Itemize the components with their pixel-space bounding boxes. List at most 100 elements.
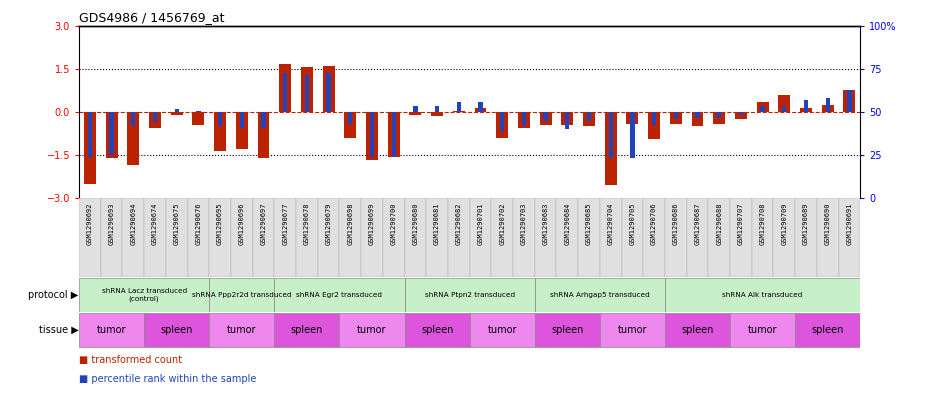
Bar xyxy=(670,112,682,123)
FancyBboxPatch shape xyxy=(556,198,578,277)
Text: GSM1290696: GSM1290696 xyxy=(239,202,245,245)
Text: GSM1290692: GSM1290692 xyxy=(86,202,93,245)
Text: spleen: spleen xyxy=(421,325,453,335)
FancyBboxPatch shape xyxy=(339,198,361,277)
Text: GSM1290689: GSM1290689 xyxy=(803,202,809,245)
Text: GSM1290707: GSM1290707 xyxy=(737,202,744,245)
FancyBboxPatch shape xyxy=(209,198,231,277)
Bar xyxy=(218,112,222,127)
FancyBboxPatch shape xyxy=(339,313,405,347)
FancyBboxPatch shape xyxy=(274,313,339,347)
Bar xyxy=(522,112,526,127)
Bar xyxy=(761,106,764,112)
Bar xyxy=(214,112,226,151)
Text: spleen: spleen xyxy=(812,325,844,335)
Bar xyxy=(236,112,247,149)
Text: GSM1290675: GSM1290675 xyxy=(174,202,179,245)
Bar xyxy=(804,101,808,112)
FancyBboxPatch shape xyxy=(795,198,817,277)
Bar xyxy=(583,112,595,127)
Bar xyxy=(652,112,657,125)
FancyBboxPatch shape xyxy=(839,198,860,277)
FancyBboxPatch shape xyxy=(751,198,774,277)
Text: GSM1290677: GSM1290677 xyxy=(282,202,288,245)
Text: GSM1290681: GSM1290681 xyxy=(434,202,440,245)
FancyBboxPatch shape xyxy=(274,198,296,277)
Bar xyxy=(518,112,530,128)
Bar xyxy=(696,112,699,118)
Bar xyxy=(587,112,591,121)
Text: GSM1290693: GSM1290693 xyxy=(109,202,114,245)
Bar xyxy=(413,106,418,112)
FancyBboxPatch shape xyxy=(405,278,535,312)
Bar xyxy=(562,112,573,125)
FancyBboxPatch shape xyxy=(535,198,556,277)
Text: shRNA Lacz transduced
(control): shRNA Lacz transduced (control) xyxy=(101,288,187,301)
FancyBboxPatch shape xyxy=(709,198,730,277)
FancyBboxPatch shape xyxy=(535,278,665,312)
FancyBboxPatch shape xyxy=(274,278,405,312)
Bar xyxy=(432,112,443,116)
FancyBboxPatch shape xyxy=(209,278,274,312)
Bar xyxy=(196,110,201,112)
Text: GSM1290688: GSM1290688 xyxy=(716,202,723,245)
Text: GSM1290702: GSM1290702 xyxy=(499,202,505,245)
Bar xyxy=(692,112,703,127)
FancyBboxPatch shape xyxy=(600,198,621,277)
Bar xyxy=(435,106,439,112)
Bar xyxy=(323,66,335,112)
FancyBboxPatch shape xyxy=(448,198,470,277)
FancyBboxPatch shape xyxy=(578,198,600,277)
FancyBboxPatch shape xyxy=(79,198,100,277)
Text: GSM1290694: GSM1290694 xyxy=(130,202,137,245)
FancyBboxPatch shape xyxy=(470,313,535,347)
FancyBboxPatch shape xyxy=(817,198,839,277)
Bar xyxy=(153,112,157,122)
Bar xyxy=(84,112,96,184)
Text: GSM1290706: GSM1290706 xyxy=(651,202,658,245)
FancyBboxPatch shape xyxy=(600,313,665,347)
FancyBboxPatch shape xyxy=(296,198,318,277)
FancyBboxPatch shape xyxy=(318,198,339,277)
FancyBboxPatch shape xyxy=(253,198,274,277)
FancyBboxPatch shape xyxy=(665,313,730,347)
Text: GSM1290679: GSM1290679 xyxy=(326,202,332,245)
FancyBboxPatch shape xyxy=(621,198,644,277)
Bar xyxy=(735,112,747,119)
Bar xyxy=(500,112,504,131)
FancyBboxPatch shape xyxy=(79,313,144,347)
Text: GDS4986 / 1456769_at: GDS4986 / 1456769_at xyxy=(79,11,224,24)
Bar xyxy=(826,97,830,112)
Bar xyxy=(366,112,378,160)
Text: shRNA Ptpn2 transduced: shRNA Ptpn2 transduced xyxy=(425,292,514,298)
Bar xyxy=(127,112,140,165)
Text: protocol ▶: protocol ▶ xyxy=(29,290,79,300)
Text: GSM1290708: GSM1290708 xyxy=(760,202,765,245)
FancyBboxPatch shape xyxy=(188,198,209,277)
FancyBboxPatch shape xyxy=(144,198,166,277)
FancyBboxPatch shape xyxy=(470,198,491,277)
Text: GSM1290676: GSM1290676 xyxy=(195,202,202,245)
Text: spleen: spleen xyxy=(551,325,583,335)
Text: tumor: tumor xyxy=(487,325,517,335)
Bar xyxy=(131,112,136,127)
Text: tissue ▶: tissue ▶ xyxy=(39,325,79,335)
Text: shRNA Egr2 transduced: shRNA Egr2 transduced xyxy=(297,292,382,298)
Bar xyxy=(348,112,352,123)
Bar xyxy=(800,108,812,112)
Bar xyxy=(261,112,266,128)
Text: GSM1290699: GSM1290699 xyxy=(369,202,375,245)
Text: GSM1290686: GSM1290686 xyxy=(672,202,679,245)
Bar xyxy=(344,112,356,138)
Text: tumor: tumor xyxy=(227,325,257,335)
FancyBboxPatch shape xyxy=(665,278,860,312)
Bar xyxy=(370,112,374,157)
Bar xyxy=(326,73,331,112)
FancyBboxPatch shape xyxy=(361,198,383,277)
FancyBboxPatch shape xyxy=(730,198,751,277)
Bar xyxy=(717,112,722,118)
FancyBboxPatch shape xyxy=(144,313,209,347)
FancyBboxPatch shape xyxy=(426,198,448,277)
FancyBboxPatch shape xyxy=(405,313,470,347)
Text: shRNA Arhgap5 transduced: shRNA Arhgap5 transduced xyxy=(550,292,650,298)
